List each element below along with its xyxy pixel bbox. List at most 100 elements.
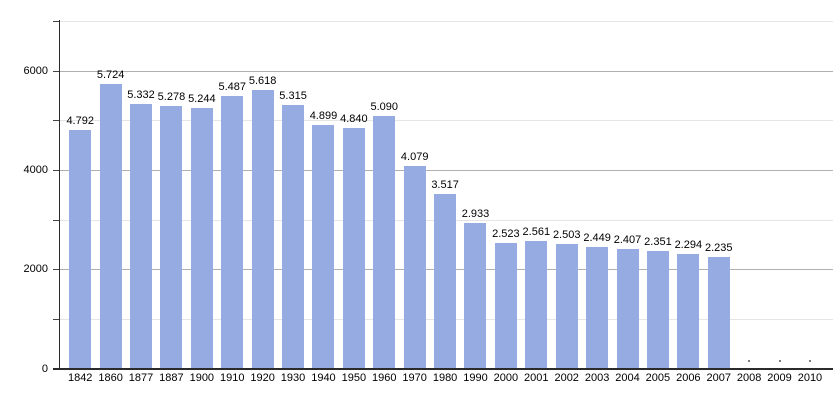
bar-1860 <box>99 84 122 368</box>
bar-slot-2000: 2.523 <box>491 21 521 368</box>
bar-2006 <box>677 254 700 368</box>
y-axis-tick-1000 <box>53 318 60 320</box>
x-axis-label-1990: 1990 <box>463 372 488 384</box>
bar-1842 <box>69 130 92 368</box>
y-axis-label-4000: 4000 <box>23 163 48 176</box>
value-label-1990: 2.933 <box>461 207 490 220</box>
bar-1887 <box>160 106 183 368</box>
x-axis-label-1860: 1860 <box>98 372 123 384</box>
x-axis-label-2003: 2003 <box>584 372 610 384</box>
bar-slot-1910: 5.487 <box>217 21 247 368</box>
value-label-1930: 5.315 <box>279 89 307 102</box>
bar-1960 <box>373 115 396 368</box>
x-axis-labels: 1842 1860 1877 1887 1900 1910 1920 1930 1940 1950… <box>65 372 825 384</box>
bar-1980 <box>434 193 457 368</box>
value-label-2001: 2.561 <box>522 226 551 239</box>
bar-1950 <box>342 128 365 368</box>
bar-1900 <box>190 108 213 368</box>
bar-1990 <box>464 222 487 368</box>
value-label-2007: 2.235 <box>704 242 733 255</box>
gridline-5000 <box>60 120 833 122</box>
value-label-2004: 2.407 <box>613 233 642 246</box>
x-axis-label-1900: 1900 <box>189 372 215 384</box>
x-axis-label-2007: 2007 <box>706 372 731 384</box>
value-label-1910: 5.487 <box>218 81 246 93</box>
value-label-2006: 2.294 <box>674 239 703 252</box>
bar-1877 <box>130 103 153 368</box>
bar-slot-2005: 2.351 <box>643 21 673 368</box>
bar-slot-1887: 5.278 <box>156 21 186 368</box>
bar-2000 <box>494 242 517 368</box>
value-label-1980: 3.517 <box>431 178 459 191</box>
x-axis-label-1960: 1960 <box>372 372 397 384</box>
bars-area: 4.792 5.724 5.332 5.278 5.244 5.487 5.618 5.315… <box>65 21 825 368</box>
bar-slot-1900: 5.244 <box>187 21 217 368</box>
value-label-1900: 5.244 <box>188 93 216 106</box>
value-label-1940: 4.899 <box>309 110 338 123</box>
x-axis-label-1842: 1842 <box>67 372 93 384</box>
x-axis-label-2005: 2005 <box>645 372 671 384</box>
value-label-1920: 5.618 <box>248 74 277 87</box>
bar-slot-2007: 2.235 <box>704 21 734 368</box>
x-axis-label-2004: 2004 <box>615 372 640 384</box>
x-axis-label-1920: 1920 <box>250 372 275 384</box>
x-axis-label-2009: 2009 <box>767 372 792 384</box>
bar-slot-1990: 2.933 <box>460 21 490 368</box>
bar-1970 <box>403 165 426 368</box>
value-label-1860: 5.724 <box>96 69 125 82</box>
bar-1940 <box>312 125 335 368</box>
gridline-7000 <box>60 21 833 22</box>
bar-slot-2003: 2.449 <box>582 21 612 368</box>
bar-slot-1930: 5.315 <box>278 21 308 368</box>
bar-slot-2006: 2.294 <box>673 21 703 368</box>
y-axis-line <box>59 20 60 369</box>
y-axis-label-0: 0 <box>41 362 48 375</box>
y-axis-label-2000: 2000 <box>23 263 48 276</box>
bar-2004 <box>616 248 639 368</box>
bar-slot-1970: 4.079 <box>399 21 429 368</box>
value-label-1960: 5.090 <box>370 100 399 113</box>
x-axis-label-2001: 2001 <box>524 372 549 384</box>
x-axis-label-2006: 2006 <box>676 372 701 384</box>
bar-2005 <box>646 251 669 368</box>
gridline-4000 <box>60 169 833 171</box>
value-label-2003: 2.449 <box>583 231 611 244</box>
x-axis-label-1877: 1877 <box>128 372 154 384</box>
bar-1920 <box>251 89 274 368</box>
null-marker-2010 <box>808 360 811 362</box>
bar-slot-1980: 3.517 <box>430 21 460 368</box>
bar-2002 <box>555 243 578 368</box>
bar-slot-2001: 2.561 <box>521 21 551 368</box>
bar-2001 <box>525 241 548 368</box>
y-axis-label-6000: 6000 <box>23 64 48 77</box>
x-axis-label-1940: 1940 <box>311 372 336 384</box>
bar-slot-1940: 4.899 <box>308 21 338 368</box>
bar-slot-1920: 5.618 <box>247 21 277 368</box>
y-axis-tick-2000 <box>53 269 60 271</box>
y-axis-tick-7000 <box>53 21 60 22</box>
value-label-1842: 4.792 <box>66 115 94 128</box>
bar-slot-1860: 5.724 <box>95 21 125 368</box>
x-axis-label-1910: 1910 <box>219 372 245 384</box>
value-label-2000: 2.523 <box>492 227 520 240</box>
bar-1910 <box>221 96 244 368</box>
bar-slot-2004: 2.407 <box>612 21 642 368</box>
value-label-2005: 2.351 <box>644 236 672 249</box>
x-axis-label-1950: 1950 <box>341 372 367 384</box>
x-axis-label-1980: 1980 <box>432 372 458 384</box>
bar-slot-1842: 4.792 <box>65 21 95 368</box>
x-axis-label-1887: 1887 <box>159 372 184 384</box>
x-axis-label-2002: 2002 <box>554 372 579 384</box>
bar-slot-2010 <box>795 21 825 368</box>
null-marker-2008 <box>748 360 751 362</box>
y-axis-tick-4000 <box>53 169 60 171</box>
value-label-1950: 4.840 <box>340 113 368 126</box>
value-label-1887: 5.278 <box>157 91 186 104</box>
bar-slot-1950: 4.840 <box>339 21 369 368</box>
bar-2007 <box>707 257 730 368</box>
y-axis-tick-6000 <box>53 70 60 72</box>
x-axis-label-2010: 2010 <box>797 372 823 384</box>
value-label-2002: 2.503 <box>552 228 581 241</box>
bar-slot-2009 <box>764 21 794 368</box>
